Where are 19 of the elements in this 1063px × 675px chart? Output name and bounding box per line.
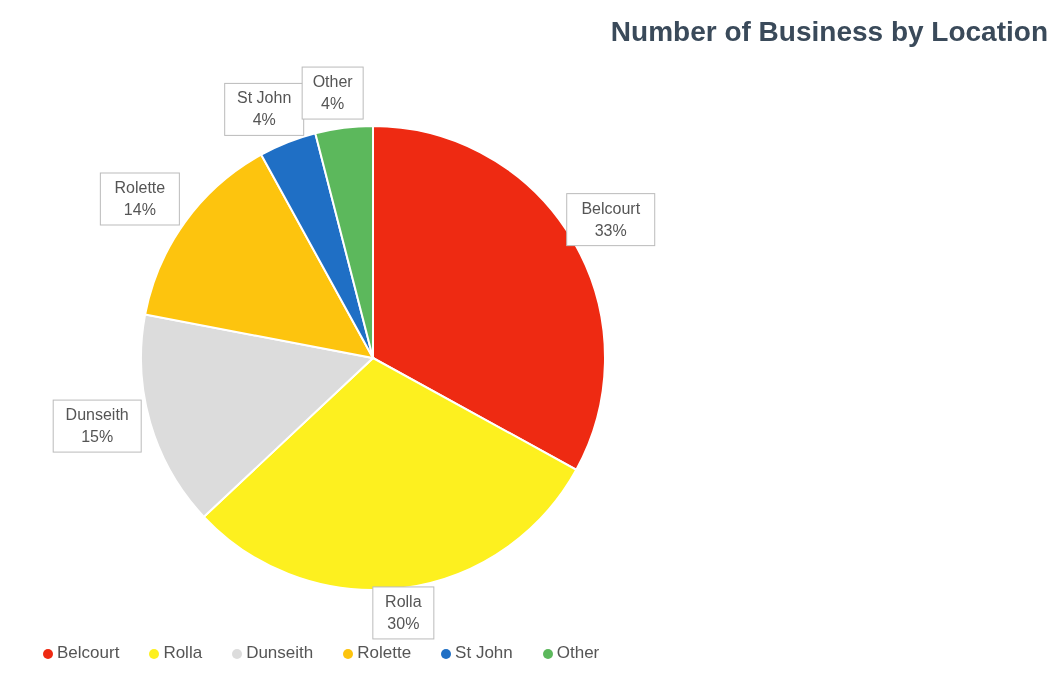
slice-label: Other [312, 73, 354, 91]
data-label: 4% [252, 111, 276, 129]
legend-label: Rolette [357, 643, 412, 662]
slice-label: Belcourt [581, 199, 641, 217]
legend-label: Other [556, 643, 600, 662]
legend-label: Rolla [163, 643, 203, 662]
slice-label: Rolette [114, 179, 166, 196]
slice-label: Dunseith [65, 406, 129, 424]
data-label: 4% [321, 95, 345, 113]
slice-label: Rolla [385, 592, 422, 610]
legend-label: St John [455, 643, 513, 662]
text: Number of Business by Location [610, 16, 1048, 48]
legend-label: Belcourt [57, 643, 120, 662]
data-label: 15% [81, 428, 114, 446]
data-label: 30% [387, 614, 420, 632]
legend-label: Dunseith [246, 643, 314, 662]
slice-label: St John [237, 89, 292, 107]
data-label: 33% [594, 221, 627, 239]
data-label: 14% [123, 201, 156, 218]
